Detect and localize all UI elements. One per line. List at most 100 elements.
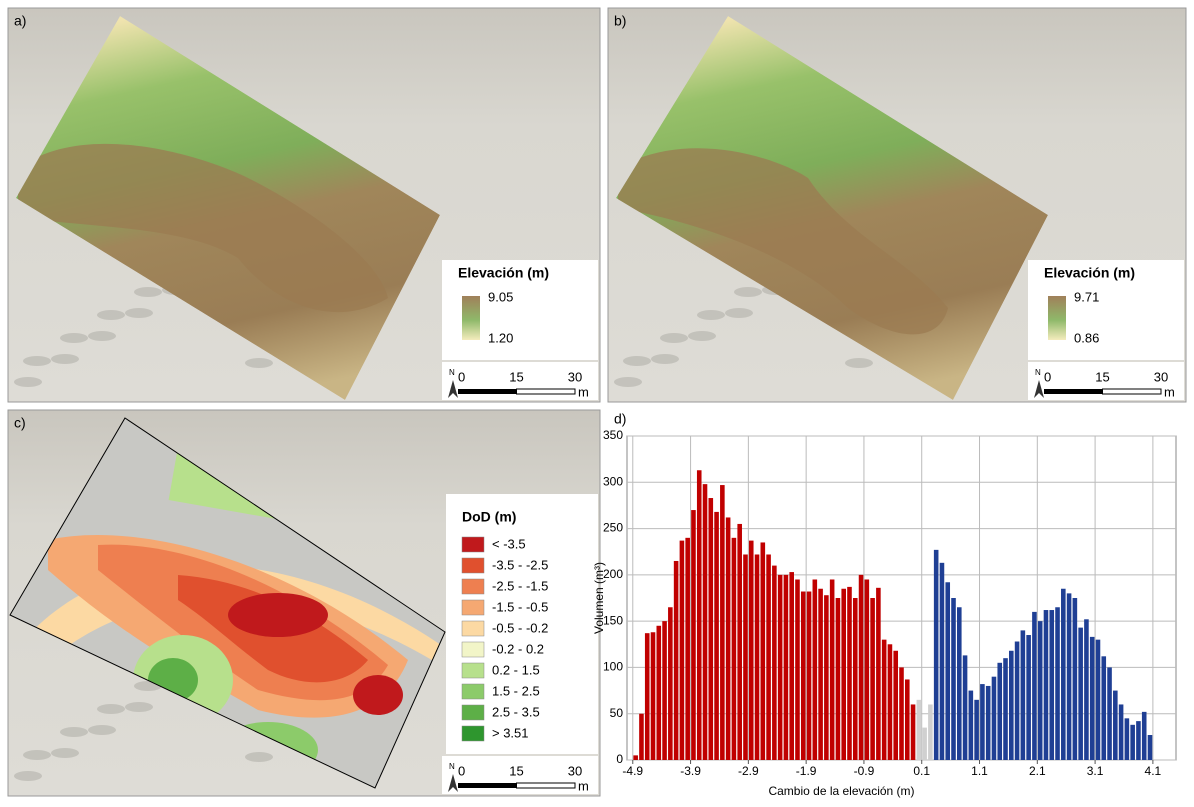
bar bbox=[951, 598, 956, 760]
bar bbox=[697, 470, 702, 760]
legend-swatch bbox=[462, 600, 484, 615]
bar bbox=[893, 651, 898, 760]
scale-bar-white bbox=[517, 783, 576, 788]
bar bbox=[645, 633, 650, 760]
legend-swatch bbox=[462, 705, 484, 720]
bar bbox=[651, 632, 656, 760]
bar bbox=[784, 575, 789, 760]
bar bbox=[1125, 718, 1130, 760]
dune-texture bbox=[23, 750, 51, 760]
scale-bar-black bbox=[458, 389, 517, 394]
bar bbox=[911, 704, 916, 760]
bar bbox=[917, 700, 922, 760]
x-tick-label: 0.1 bbox=[913, 764, 930, 778]
legend-swatch bbox=[462, 579, 484, 594]
legend-max: 9.05 bbox=[488, 289, 513, 304]
bar bbox=[1096, 640, 1101, 760]
bar bbox=[899, 667, 904, 760]
dune-texture bbox=[23, 356, 51, 366]
scale-label: 15 bbox=[509, 369, 523, 384]
bar bbox=[836, 598, 841, 760]
bar bbox=[639, 714, 644, 760]
dune-texture bbox=[845, 358, 873, 368]
bar bbox=[934, 550, 939, 760]
bar bbox=[1009, 651, 1014, 760]
bar bbox=[1119, 704, 1124, 760]
bar bbox=[813, 579, 818, 760]
scale-label: 30 bbox=[1154, 369, 1168, 384]
legend-swatch bbox=[462, 537, 484, 552]
scale-bar-white bbox=[517, 389, 576, 394]
dune-texture bbox=[60, 333, 88, 343]
bar bbox=[853, 598, 858, 760]
y-tick-label: 350 bbox=[603, 428, 623, 442]
scale-unit: m bbox=[578, 384, 589, 399]
dune-texture bbox=[51, 748, 79, 758]
dune-texture bbox=[688, 331, 716, 341]
dune-texture bbox=[623, 356, 651, 366]
legend-min: 1.20 bbox=[488, 330, 513, 345]
bar bbox=[1113, 691, 1118, 760]
map-panel: b)Elevación (m)9.710.86N01530m bbox=[608, 8, 1186, 402]
dune-texture bbox=[88, 331, 116, 341]
bar bbox=[1021, 630, 1026, 760]
y-tick-label: 300 bbox=[603, 474, 623, 488]
scale-label: 15 bbox=[1095, 369, 1109, 384]
bar bbox=[726, 517, 731, 760]
figure: a)Elevación (m)9.051.20N01530mb)Elevació… bbox=[0, 0, 1194, 802]
bar bbox=[668, 607, 673, 760]
bar bbox=[1038, 621, 1043, 760]
legend-title: Elevación (m) bbox=[458, 265, 549, 281]
bar bbox=[789, 572, 794, 760]
bar bbox=[945, 582, 950, 760]
bar bbox=[737, 524, 742, 760]
x-tick-label: -0.9 bbox=[854, 764, 875, 778]
scale-label: 30 bbox=[568, 369, 582, 384]
bar bbox=[888, 644, 893, 760]
x-tick-label: 4.1 bbox=[1145, 764, 1162, 778]
bar bbox=[807, 592, 812, 760]
legend-label: 1.5 - 2.5 bbox=[492, 683, 540, 698]
bar bbox=[772, 566, 777, 760]
bar bbox=[778, 575, 783, 760]
bar bbox=[1090, 637, 1095, 760]
y-tick-label: 250 bbox=[603, 521, 623, 535]
bar bbox=[761, 542, 766, 760]
dune-texture bbox=[245, 752, 273, 762]
bar bbox=[1101, 656, 1106, 760]
bar bbox=[1015, 642, 1020, 760]
bar bbox=[766, 554, 771, 760]
dune-texture bbox=[660, 333, 688, 343]
bar bbox=[1061, 589, 1066, 760]
dune-texture bbox=[125, 308, 153, 318]
dune-texture bbox=[725, 308, 753, 318]
bar bbox=[1084, 619, 1089, 760]
legend-swatch bbox=[462, 558, 484, 573]
x-tick-label: -3.9 bbox=[680, 764, 701, 778]
bar bbox=[714, 512, 719, 760]
bar bbox=[957, 607, 962, 760]
dune-texture bbox=[245, 358, 273, 368]
zone bbox=[353, 675, 403, 715]
x-tick-label: -2.9 bbox=[738, 764, 759, 778]
bar bbox=[1049, 610, 1054, 760]
x-axis-title: Cambio de la elevación (m) bbox=[768, 784, 914, 798]
north-label: N bbox=[449, 762, 455, 771]
bar bbox=[969, 691, 974, 760]
bar bbox=[818, 589, 823, 760]
x-tick-label: -4.9 bbox=[622, 764, 643, 778]
legend-label: 2.5 - 3.5 bbox=[492, 704, 540, 719]
legend-label: -3.5 - -2.5 bbox=[492, 557, 548, 572]
panel-label: c) bbox=[14, 415, 26, 431]
bar bbox=[992, 677, 997, 760]
legend-max: 9.71 bbox=[1074, 289, 1099, 304]
scale-unit: m bbox=[578, 778, 589, 793]
legend-swatch bbox=[462, 621, 484, 636]
bar bbox=[1073, 598, 1078, 760]
legend-label: > 3.51 bbox=[492, 725, 529, 740]
zone bbox=[228, 593, 328, 637]
bar bbox=[963, 655, 968, 760]
scale-label: 30 bbox=[568, 763, 582, 778]
x-tick-label: -1.9 bbox=[796, 764, 817, 778]
panel-label: d) bbox=[614, 411, 626, 427]
